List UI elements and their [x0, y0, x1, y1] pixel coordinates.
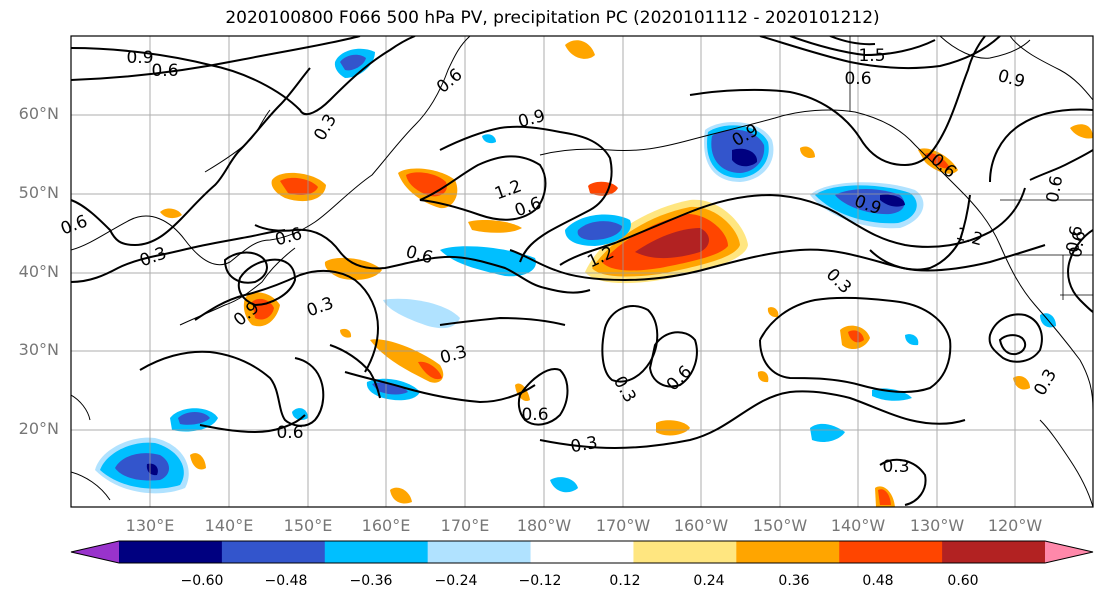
colorbar-tick-label: 0.36 — [778, 573, 810, 589]
lon-tick-label: 160°E — [361, 516, 411, 535]
contour-label: 0.6 — [1043, 174, 1067, 204]
colorbar — [70, 540, 1094, 564]
precip-positive-anomaly — [767, 307, 779, 318]
colorbar-tick-label: −0.24 — [434, 573, 478, 589]
colorbar-tick-label: 0.60 — [947, 573, 979, 589]
contour-label: 0.6 — [1066, 229, 1090, 259]
contour-label: 0.6 — [521, 405, 548, 425]
precip-negative-anomaly — [872, 388, 912, 401]
coastlines — [71, 36, 1093, 507]
precip-positive-anomaly — [160, 208, 182, 219]
colorbar-tick-label: −0.60 — [180, 573, 224, 589]
lon-tick-label: 120°W — [987, 516, 1043, 535]
colorbar-outline — [70, 540, 1094, 564]
colorbar-bin — [221, 541, 326, 563]
colorbar-bin — [839, 541, 943, 563]
colorbar-tick-label: 0.24 — [693, 573, 725, 589]
contour-label: 0.6 — [844, 69, 871, 89]
colorbar-bin — [427, 541, 532, 563]
colorbar-bin — [119, 541, 223, 563]
contour-label: 0.3 — [569, 433, 599, 457]
precip-positive-anomaly — [324, 257, 382, 280]
colorbar-tick-label: −0.36 — [349, 573, 393, 589]
lon-tick-label: 130°E — [125, 516, 175, 535]
precip-positive-anomaly — [468, 220, 522, 233]
precip-positive-anomaly — [848, 330, 864, 343]
contour-label: 0.3 — [882, 457, 909, 477]
lat-tick-label: 60°N — [18, 104, 59, 123]
colorbar-extend-high — [1045, 541, 1093, 563]
precip-positive-anomaly — [635, 228, 709, 259]
colorbar-bin — [633, 541, 737, 563]
colorbar-bin — [530, 541, 634, 563]
precip-negative-anomaly — [372, 382, 408, 395]
precip-negative-anomaly — [383, 298, 460, 329]
contour-label: 0.6 — [1063, 224, 1087, 254]
lon-tick-label: 170°W — [595, 516, 651, 535]
colorbar-tick-label: 0.12 — [609, 573, 641, 589]
precip-positive-anomaly — [656, 420, 690, 436]
lat-tick-label: 30°N — [18, 340, 59, 359]
precip-positive-anomaly — [1070, 124, 1093, 139]
precip-positive-anomaly — [340, 328, 352, 338]
pv-contours — [71, 36, 1093, 506]
precip-negative-anomaly — [482, 134, 496, 144]
precip-negative-anomaly — [905, 334, 919, 346]
lon-tick-label: 150°W — [752, 516, 808, 535]
precip-positive-anomaly — [418, 361, 442, 380]
map-title: 2020100800 F066 500 hPa PV, precipitatio… — [225, 8, 880, 28]
colorbar-tick-label: −0.48 — [264, 573, 308, 589]
political-boundaries — [849, 36, 1093, 300]
graticule — [71, 36, 1093, 507]
colorbar-bin — [324, 541, 429, 563]
precip-negative-anomaly — [577, 221, 622, 240]
precip-negative-anomaly — [340, 54, 366, 71]
contour-label: 0.6 — [276, 423, 303, 443]
lon-tick-label: 150°E — [283, 516, 333, 535]
colorbar-tick-label: 0.48 — [862, 573, 894, 589]
precip-positive-anomaly — [565, 40, 595, 59]
colorbar-bin — [942, 541, 1046, 563]
precip-negative-anomaly — [550, 477, 578, 493]
precip-negative-anomaly — [732, 148, 758, 167]
lon-tick-label: 140°E — [204, 516, 254, 535]
contour-label: 0.6 — [151, 61, 178, 81]
precip-positive-anomaly — [757, 371, 769, 383]
lat-tick-label: 50°N — [18, 183, 59, 202]
colorbar-tick-label: −0.12 — [518, 573, 562, 589]
precip-negative-anomaly — [440, 246, 536, 277]
lat-tick-label: 40°N — [18, 262, 59, 281]
precip-negative-anomaly — [880, 194, 905, 207]
lon-tick-label: 170°E — [440, 516, 490, 535]
lon-tick-label: 130°W — [909, 516, 965, 535]
contour-label: 1.5 — [858, 46, 885, 66]
precip-positive-anomaly — [190, 453, 206, 470]
colorbar-extend-low — [71, 541, 119, 563]
precip-negative-anomaly — [178, 412, 210, 425]
colorbar-bin — [736, 541, 840, 563]
map-frame — [70, 35, 1094, 508]
lon-tick-label: 160°W — [673, 516, 729, 535]
precip-positive-anomaly — [878, 489, 891, 505]
lat-tick-label: 20°N — [18, 419, 59, 438]
contour-label: 0.9 — [126, 48, 153, 68]
precip-positive-anomaly — [1013, 376, 1030, 390]
lon-tick-label: 140°W — [830, 516, 886, 535]
precip-positive-anomaly — [390, 487, 412, 504]
precip-positive-anomaly — [800, 146, 815, 158]
lon-tick-label: 180°W — [516, 516, 572, 535]
precip-negative-anomaly — [810, 423, 845, 443]
